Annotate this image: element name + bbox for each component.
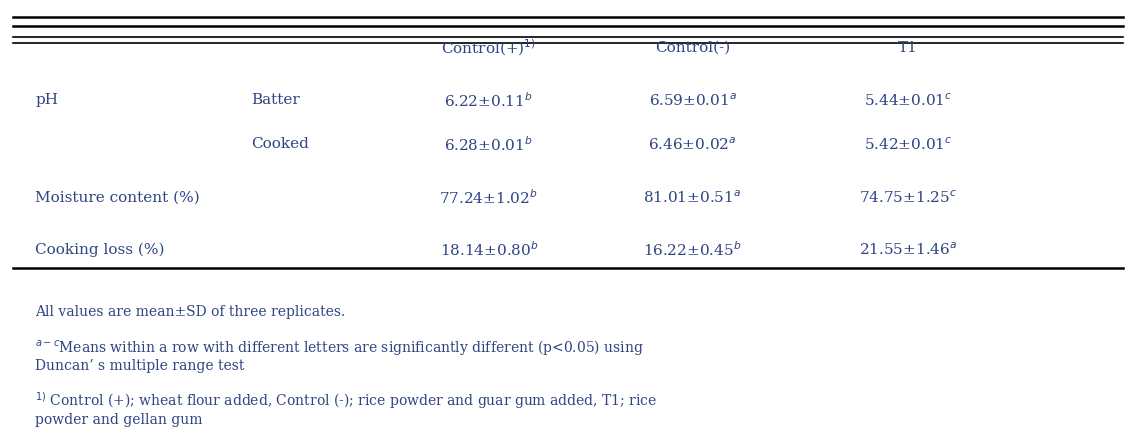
Text: 18.14±0.80$^{b}$: 18.14±0.80$^{b}$ xyxy=(440,241,537,260)
Text: 16.22±0.45$^{b}$: 16.22±0.45$^{b}$ xyxy=(643,241,742,260)
Text: 5.44±0.01$^{c}$: 5.44±0.01$^{c}$ xyxy=(863,92,952,109)
Text: Moisture content (%): Moisture content (%) xyxy=(35,190,200,204)
Text: 21.55±1.46$^{a}$: 21.55±1.46$^{a}$ xyxy=(859,242,958,258)
Text: $^{a-c}$Means within a row with different letters are significantly different (p: $^{a-c}$Means within a row with differen… xyxy=(35,338,644,373)
Text: Control(+)$^{1)}$: Control(+)$^{1)}$ xyxy=(441,37,536,58)
Text: Cooked: Cooked xyxy=(251,137,309,152)
Text: 81.01±0.51$^{a}$: 81.01±0.51$^{a}$ xyxy=(643,189,742,206)
Text: 6.46±0.02$^{a}$: 6.46±0.02$^{a}$ xyxy=(649,136,737,153)
Text: 77.24±1.02$^{b}$: 77.24±1.02$^{b}$ xyxy=(440,188,538,206)
Text: 5.42±0.01$^{c}$: 5.42±0.01$^{c}$ xyxy=(863,136,952,153)
Text: T1: T1 xyxy=(899,41,918,54)
Text: All values are mean±SD of three replicates.: All values are mean±SD of three replicat… xyxy=(35,305,345,319)
Text: 74.75±1.25$^{c}$: 74.75±1.25$^{c}$ xyxy=(859,189,957,206)
Text: Cooking loss (%): Cooking loss (%) xyxy=(35,243,165,257)
Text: Control(-): Control(-) xyxy=(655,41,730,54)
Text: $^{1)}$ Control (+); wheat flour added, Control (-); rice powder and guar gum ad: $^{1)}$ Control (+); wheat flour added, … xyxy=(35,390,658,427)
Text: 6.22±0.11$^{b}$: 6.22±0.11$^{b}$ xyxy=(444,91,533,110)
Text: 6.59±0.01$^{a}$: 6.59±0.01$^{a}$ xyxy=(649,92,737,109)
Text: Batter: Batter xyxy=(251,93,300,108)
Text: pH: pH xyxy=(35,93,58,108)
Text: 6.28±0.01$^{b}$: 6.28±0.01$^{b}$ xyxy=(444,135,533,154)
